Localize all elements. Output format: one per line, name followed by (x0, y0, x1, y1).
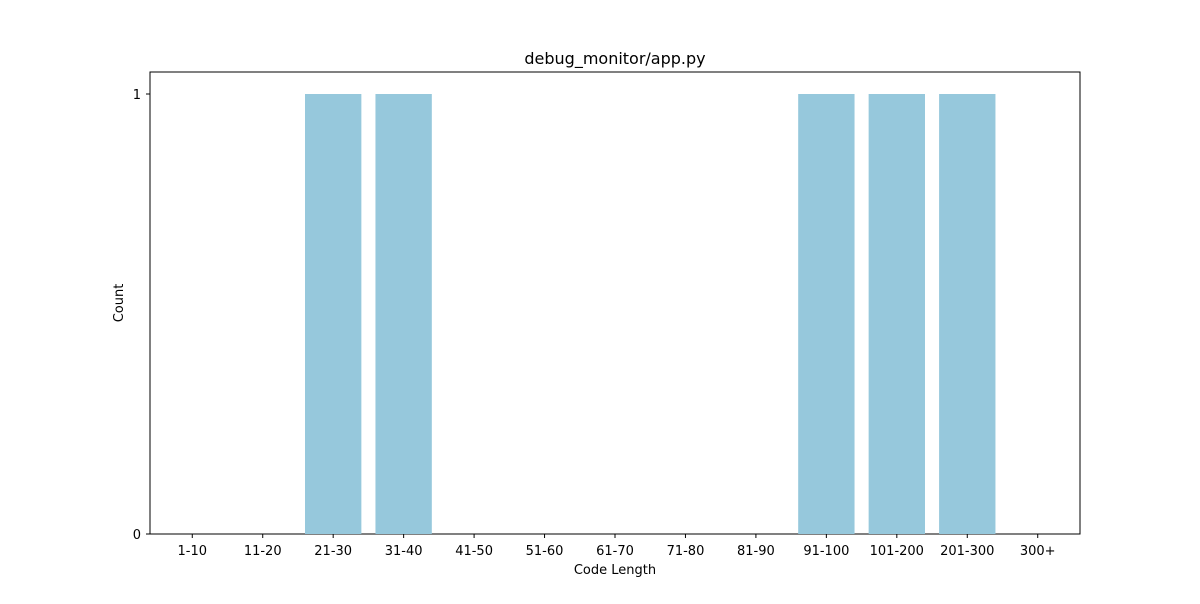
x-tick-label: 201-300 (940, 544, 994, 559)
x-tick-label: 21-30 (314, 544, 352, 559)
y-axis: 01 (133, 88, 150, 543)
x-tick-label: 300+ (1020, 544, 1056, 559)
x-tick-label: 11-20 (244, 544, 282, 559)
bar-91-100 (798, 94, 854, 534)
x-tick-label: 91-100 (803, 544, 849, 559)
x-tick-label: 51-60 (526, 544, 564, 559)
x-tick-label: 101-200 (870, 544, 924, 559)
bar-31-40 (375, 94, 431, 534)
chart-title: debug_monitor/app.py (524, 49, 705, 69)
x-tick-label: 81-90 (737, 544, 775, 559)
y-axis-label: Count (112, 284, 127, 323)
x-tick-label: 41-50 (455, 544, 493, 559)
bar-21-30 (305, 94, 361, 534)
bars-layer (305, 94, 995, 534)
x-tick-label: 1-10 (178, 544, 208, 559)
x-tick-label: 61-70 (596, 544, 634, 559)
y-tick-label: 1 (133, 88, 141, 103)
x-axis: 1-10 11-20 21-30 31-40 41-50 51-60 61-70 71-80 8… (178, 534, 1056, 559)
bar-101-200 (869, 94, 925, 534)
x-tick-label: 71-80 (667, 544, 705, 559)
x-axis-label: Code Length (574, 563, 656, 578)
x-tick-label: 31-40 (385, 544, 423, 559)
bar-201-300 (939, 94, 995, 534)
y-tick-label: 0 (133, 528, 141, 543)
